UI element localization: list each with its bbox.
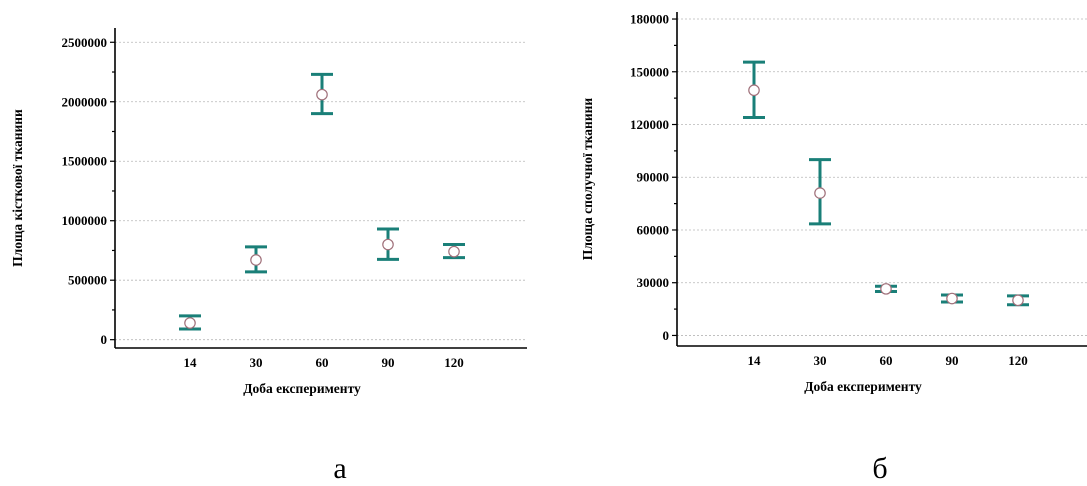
x-axis-label: Доба експерименту (804, 379, 922, 394)
x-tick-label: 90 (382, 355, 395, 370)
data-point (184, 317, 196, 329)
chart-panel-1: 0 500000 1000000 1500000 2000000 2500000 14 30 6… (10, 28, 527, 485)
x-tick-label: 60 (880, 353, 893, 368)
data-point (316, 88, 328, 101)
y-tick-label: 1500000 (62, 154, 108, 169)
x-tick-label: 14 (748, 353, 762, 368)
x-tick-label: 120 (444, 355, 464, 370)
x-tick-label: 14 (184, 355, 198, 370)
data-point (814, 187, 826, 199)
x-axis-label: Доба експерименту (243, 381, 361, 396)
y-tick-label: 30000 (637, 275, 670, 290)
x-tick-label: 30 (814, 353, 827, 368)
data-point (748, 84, 760, 97)
y-axis-label: Площа сполучної тканини (580, 98, 595, 261)
data-point (250, 254, 262, 266)
data-point (448, 245, 460, 258)
x-tick-label: 60 (316, 355, 329, 370)
x-tick-label: 90 (946, 353, 959, 368)
data-point (1012, 294, 1024, 307)
y-tick-label: 120000 (630, 117, 669, 132)
y-tick-label: 1000000 (62, 213, 108, 228)
y-tick-label: 150000 (630, 64, 669, 79)
data-point (946, 292, 958, 305)
y-tick-label: 0 (101, 332, 108, 347)
y-tick-label: 90000 (637, 170, 670, 185)
panel-label: а (333, 452, 346, 485)
y-tick-label: 180000 (630, 12, 669, 27)
y-tick-label: 2500000 (62, 35, 108, 50)
x-tick-label: 30 (250, 355, 263, 370)
y-axis-label: Площа кісткової тканини (10, 109, 25, 267)
data-point (880, 283, 892, 295)
data-point (382, 238, 394, 251)
chart-panel-2: 0 30000 60000 90000 120000 150000 180000 14 30 60… (580, 12, 1087, 485)
y-tick-label: 500000 (68, 273, 107, 288)
y-tick-label: 0 (663, 328, 670, 343)
x-tick-label: 120 (1008, 353, 1028, 368)
y-tick-label: 2000000 (62, 94, 108, 109)
y-tick-label: 60000 (637, 222, 670, 237)
panel-label: б (872, 452, 887, 485)
